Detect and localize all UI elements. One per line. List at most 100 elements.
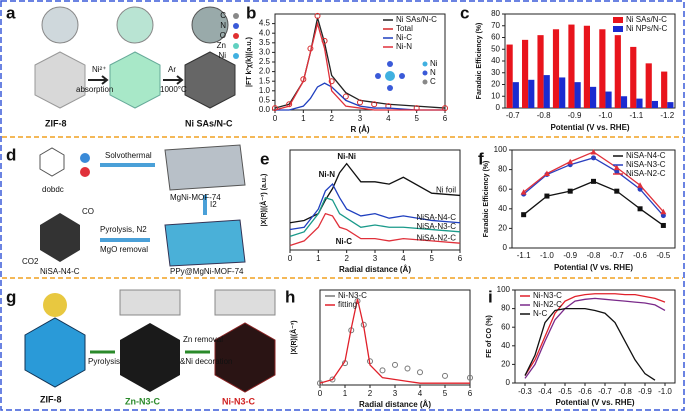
legend-dot <box>233 13 239 19</box>
x-tick-label: -0.7 <box>610 251 624 260</box>
inset-legend-label: N <box>430 68 436 77</box>
line <box>524 293 666 376</box>
polyhedron <box>120 323 180 392</box>
arrow-head <box>101 75 184 85</box>
series-label: Ni foil <box>436 186 456 195</box>
y-tick-label: 80 <box>501 304 510 313</box>
bar <box>559 77 566 108</box>
legend: Zn <box>217 41 226 50</box>
legend: Ni <box>218 51 226 60</box>
x-axis-label: Potential (V vs. RHE) <box>550 123 629 132</box>
marker <box>544 193 550 199</box>
marker <box>404 365 411 372</box>
label: Zn removal <box>183 335 223 344</box>
bar <box>614 35 621 108</box>
x-tick-label: 3 <box>358 114 363 123</box>
bar <box>645 63 652 108</box>
marker <box>467 374 473 381</box>
x-tick-label: -0.8 <box>537 111 551 120</box>
panel-label: c <box>460 3 469 22</box>
mof <box>164 219 246 267</box>
label: Ni²⁺ <box>92 65 106 74</box>
x-tick-label: 6 <box>443 114 448 123</box>
x-tick-label: 5 <box>414 114 419 123</box>
bar <box>506 44 513 108</box>
marker <box>660 208 667 215</box>
diagram-d: d dobdc Solvothermal MgNi-MOF-74 I2 Pyro… <box>6 144 246 276</box>
x-tick-label: 2 <box>368 389 373 398</box>
x-tick-label: 5 <box>429 254 434 263</box>
x-tick-label: -1.1 <box>629 111 643 120</box>
panel-label: h <box>285 287 295 306</box>
marker <box>392 361 398 368</box>
mof <box>164 144 246 191</box>
marker <box>660 213 666 219</box>
marker <box>379 367 386 374</box>
x-tick-label: 2 <box>344 254 349 263</box>
marker <box>660 222 666 228</box>
x-tick-label: -0.9 <box>563 251 577 260</box>
label: PPy@MgNi-MOF-74 <box>170 267 244 276</box>
x-tick-label: 0 <box>318 389 323 398</box>
inset-atom <box>387 85 393 91</box>
bar <box>620 96 628 108</box>
y-tick-label: 100 <box>494 145 508 154</box>
panel-label: e <box>260 149 269 168</box>
bar <box>605 91 612 108</box>
legend-label: Ni SAs/N-C <box>396 15 437 24</box>
marker <box>329 376 336 383</box>
panel-label: f <box>478 149 484 168</box>
y-tick-label: 20 <box>491 80 500 89</box>
x-tick-label: 2 <box>329 114 334 123</box>
label: Zn-N3-C <box>125 396 160 406</box>
inset-legend-dot <box>422 61 428 67</box>
marker <box>614 188 620 194</box>
inset-atom <box>387 61 393 67</box>
y-tick-label: 100 <box>497 285 511 294</box>
x-tick-label: -0.6 <box>633 251 647 260</box>
x-tick-label: -1.0 <box>658 387 672 396</box>
legend-label: Ni-N <box>396 42 412 51</box>
y-tick-label: 2.5 <box>259 57 271 66</box>
y-axis-label: |X(R)|(Å⁻³) (a.u.) <box>259 174 268 227</box>
line <box>274 17 446 109</box>
panel-label: i <box>488 287 493 306</box>
bar <box>667 102 674 108</box>
label: Ni-N3-C <box>222 396 255 406</box>
x-tick-label: -1.1 <box>517 251 531 260</box>
y-tick-label: 2.0 <box>259 67 271 76</box>
inset-atom <box>399 73 405 79</box>
marker <box>567 158 574 165</box>
marker <box>590 148 597 155</box>
polyhedron <box>24 317 86 388</box>
bar <box>537 35 544 108</box>
label: Pyrolysis <box>88 357 120 366</box>
label: &Ni decoration <box>180 357 232 366</box>
line <box>524 297 666 379</box>
y-tick-label: 30 <box>491 68 500 77</box>
x-tick-label: -1.0 <box>540 251 554 260</box>
molecule <box>39 147 65 177</box>
x-tick-label: 3 <box>373 254 378 263</box>
marker <box>637 182 644 188</box>
y-tick-label: 0.5 <box>259 96 271 105</box>
line <box>319 298 470 384</box>
marker <box>354 297 361 304</box>
legend: C <box>220 11 226 20</box>
y-tick-label: 1.0 <box>259 86 271 95</box>
panel-label: a <box>6 3 16 22</box>
label: Ni SAs/N-C <box>185 118 233 128</box>
y-tick-label: 10 <box>491 91 500 100</box>
sheet <box>214 289 276 316</box>
y-tick-label: 0 <box>496 103 501 112</box>
y-tick-label: 20 <box>498 224 507 233</box>
legend-label: Ni-N3-C <box>338 291 367 300</box>
x-tick-label: 3 <box>393 389 398 398</box>
x-tick-label: 1 <box>316 254 321 263</box>
x-tick-label: -0.9 <box>638 387 652 396</box>
ion <box>80 153 90 163</box>
label: MgNi-MOF-74 <box>170 193 221 202</box>
label: Ar <box>168 65 176 74</box>
line <box>289 196 461 237</box>
marker <box>637 206 643 212</box>
